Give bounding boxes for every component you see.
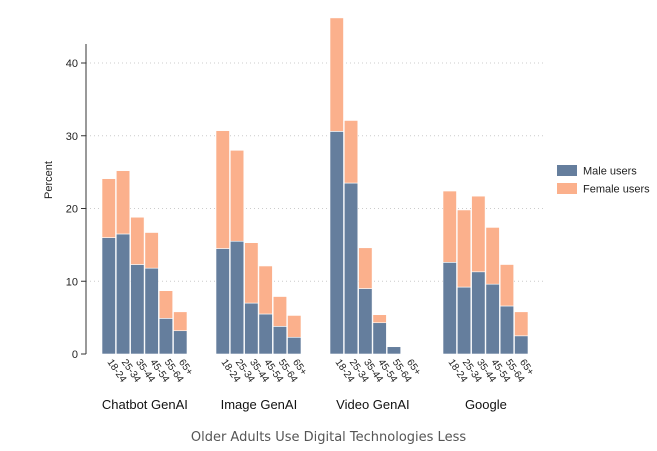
- bar-male-users: [372, 322, 387, 355]
- legend-label: Male users: [583, 166, 637, 178]
- bar-male-users: [230, 240, 245, 355]
- bar-female-users: [230, 150, 245, 242]
- bar-male-users: [471, 271, 486, 355]
- bar-male-users: [173, 330, 188, 355]
- legend-swatch: [557, 183, 577, 194]
- bar-female-users: [144, 232, 159, 269]
- bar-male-users: [116, 233, 131, 355]
- bar-female-users: [101, 178, 116, 238]
- y-tick-label: 10: [66, 276, 78, 288]
- bar-female-users: [358, 247, 373, 289]
- bar-male-users: [499, 305, 515, 355]
- bar-male-users: [272, 326, 288, 355]
- bar-female-users: [272, 296, 288, 327]
- bar-male-users: [244, 302, 259, 355]
- y-axis-label: Percent: [43, 161, 55, 199]
- legend-label: Female users: [583, 184, 650, 196]
- bar-male-users: [386, 346, 402, 355]
- bar-male-users: [258, 313, 273, 355]
- bar-female-users: [173, 311, 188, 332]
- group-label: Video GenAI: [336, 397, 409, 412]
- bar-female-users: [158, 290, 173, 319]
- y-tick-label: 20: [66, 204, 78, 216]
- bar-female-users: [244, 242, 259, 304]
- bar-female-users: [514, 311, 529, 337]
- bar-female-users: [471, 195, 486, 273]
- bar-female-users: [329, 17, 344, 132]
- bar-female-users: [116, 170, 131, 235]
- bar-male-users: [101, 237, 116, 355]
- bar-female-users: [372, 314, 387, 324]
- group-label: Chatbot GenAI: [102, 397, 188, 412]
- bar-female-users: [456, 209, 472, 288]
- bar-female-users: [287, 315, 302, 338]
- y-tick-label: 30: [66, 131, 78, 143]
- bar-male-users: [343, 182, 359, 355]
- bar-male-users: [442, 262, 457, 355]
- bar-female-users: [442, 190, 457, 263]
- bar-female-users: [130, 216, 145, 265]
- y-tick-label: 40: [66, 58, 78, 70]
- bar-female-users: [258, 265, 273, 315]
- group-label: Image GenAI: [221, 397, 298, 412]
- bar-female-users: [485, 227, 500, 285]
- bar-male-users: [329, 131, 344, 355]
- bar-male-users: [514, 335, 529, 355]
- bar-male-users: [456, 286, 472, 355]
- bar-male-users: [215, 248, 230, 355]
- bar-female-users: [215, 130, 230, 249]
- legend-swatch: [557, 165, 577, 176]
- bar-male-users: [358, 288, 373, 355]
- chart-caption: Older Adults Use Digital Technologies Le…: [190, 430, 467, 445]
- bar-female-users: [499, 264, 515, 307]
- bar-male-users: [144, 267, 159, 355]
- group-label: Google: [465, 397, 507, 412]
- stacked-bar-chart: 010203040Percent18-2425-3435-4445-5455-6…: [43, 17, 650, 412]
- bar-male-users: [287, 336, 302, 355]
- bar-male-users: [130, 264, 145, 355]
- bar-female-users: [343, 120, 359, 184]
- bar-male-users: [158, 318, 173, 355]
- bar-male-users: [485, 283, 500, 355]
- y-tick-label: 0: [72, 349, 78, 361]
